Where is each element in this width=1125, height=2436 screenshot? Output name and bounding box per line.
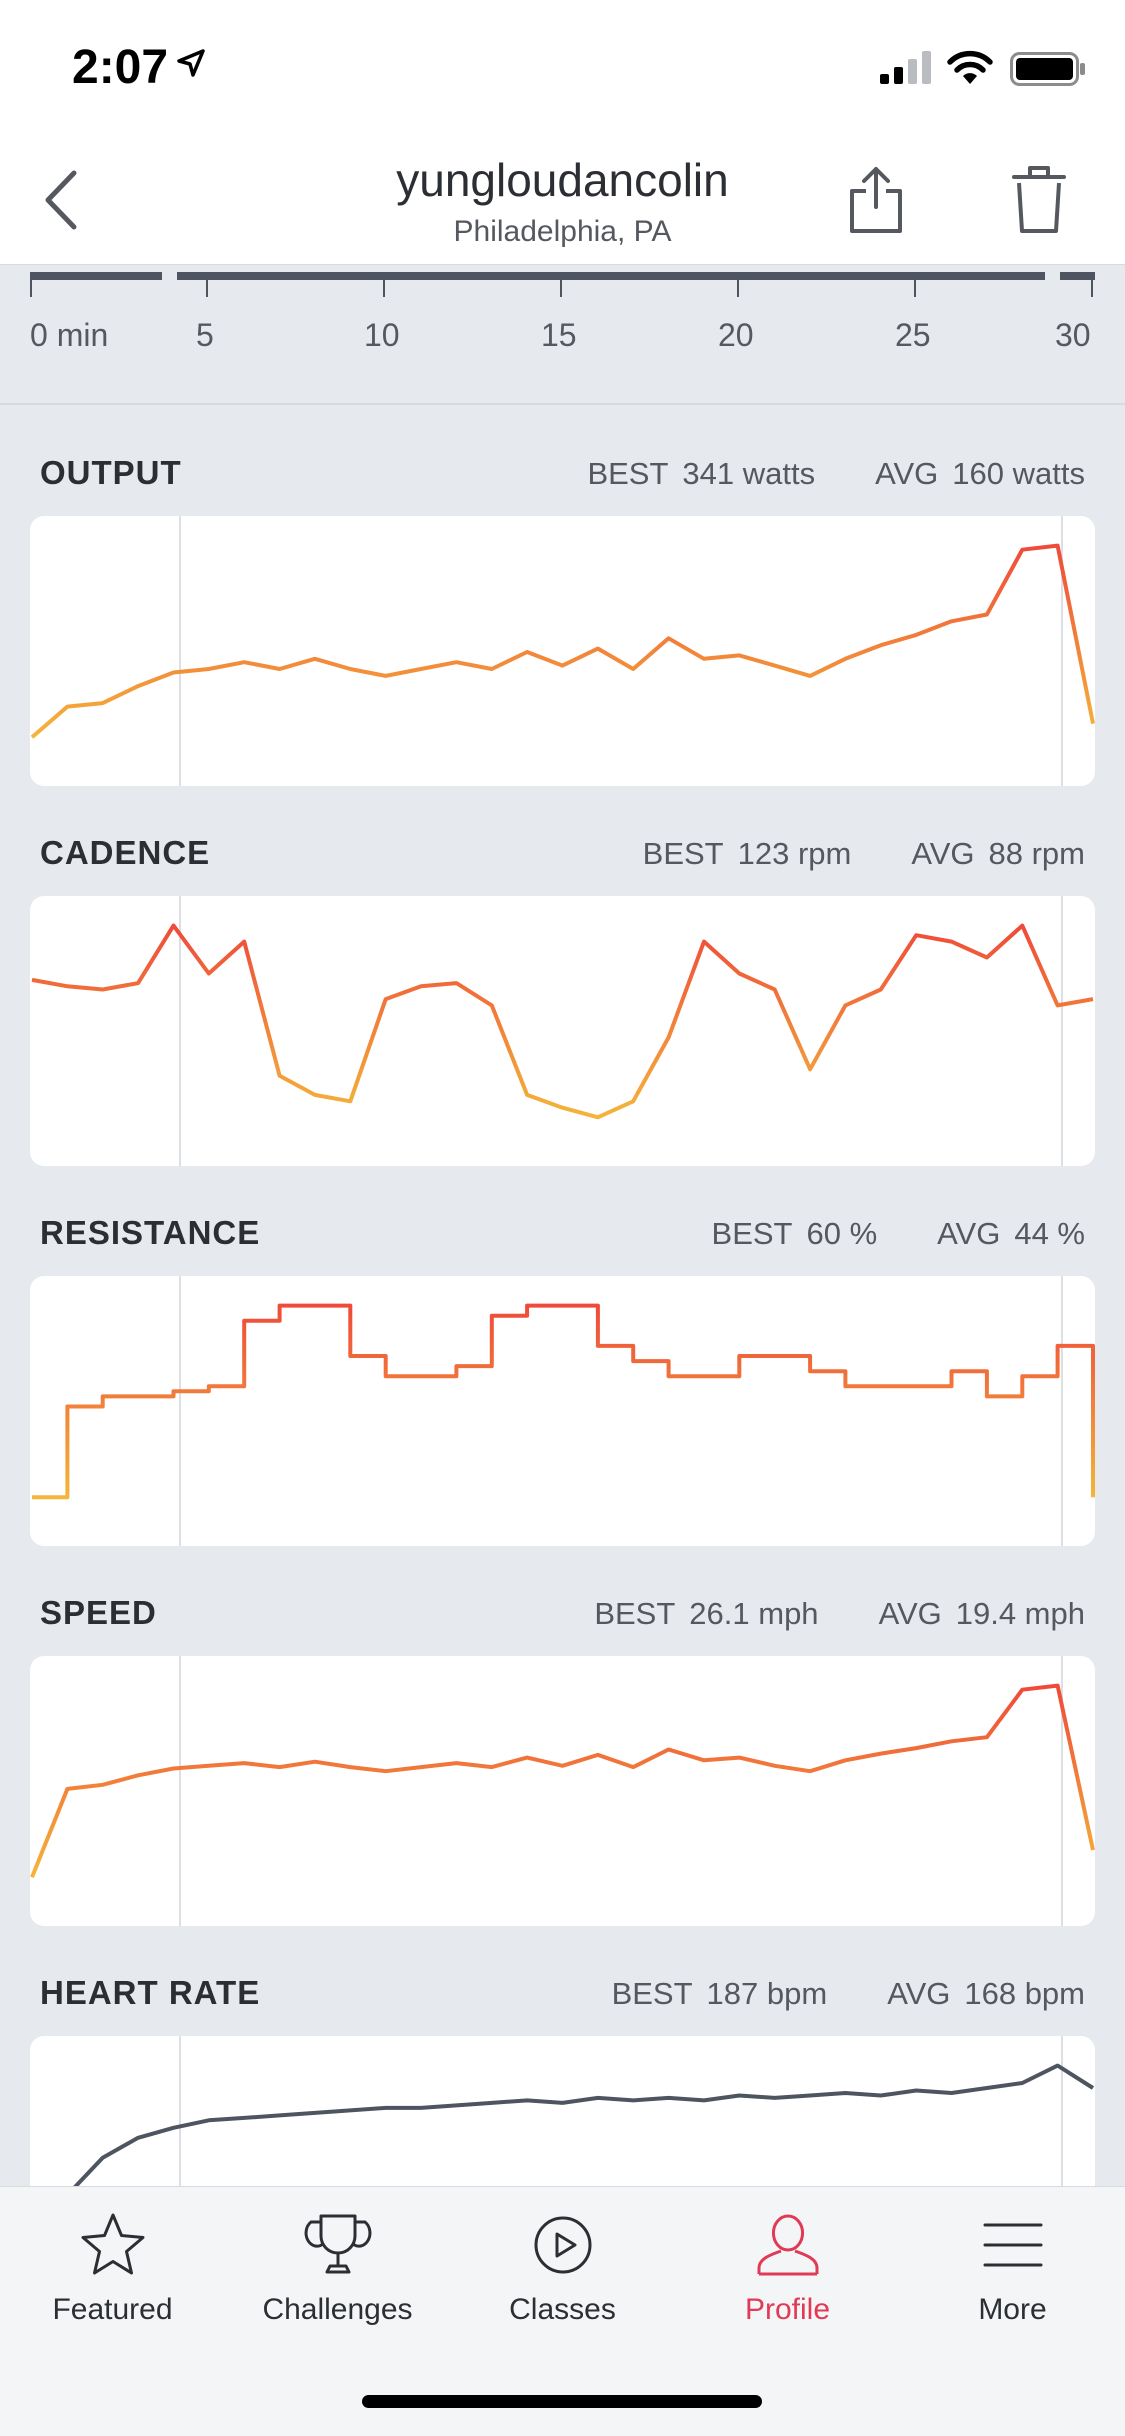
cell-signal-icon bbox=[880, 51, 931, 84]
avg-value: 168 bpm bbox=[964, 1976, 1085, 2011]
avg-label: AVG bbox=[887, 1976, 951, 2011]
best-value: 60 % bbox=[806, 1216, 878, 1251]
tab-profile[interactable]: Profile bbox=[675, 2205, 900, 2327]
metric-header-cadence: CADENCE BEST 123 rpm AVG 88 rpm bbox=[40, 828, 1085, 878]
series-line bbox=[31, 923, 1094, 1120]
trash-icon[interactable] bbox=[1012, 163, 1066, 235]
series-line bbox=[30, 2063, 1095, 2259]
chart-speed[interactable] bbox=[30, 1656, 1095, 1926]
tab-more[interactable]: More bbox=[900, 2205, 1125, 2327]
series-line bbox=[30, 543, 1095, 739]
tab-label: Classes bbox=[509, 2293, 616, 2326]
metric-header-resistance: RESISTANCE BEST 60 % AVG 44 % bbox=[40, 1208, 1085, 1258]
metric-header-heart-rate: HEART RATE BEST 187 bpm AVG 168 bpm bbox=[40, 1968, 1085, 2018]
metric-stats: BEST 26.1 mph AVG 19.4 mph bbox=[534, 1596, 1085, 1632]
best-value: 187 bpm bbox=[706, 1976, 828, 2011]
star-icon bbox=[81, 2213, 144, 2275]
tab-label: Featured bbox=[52, 2293, 173, 2326]
timeline-tick: 0 min bbox=[30, 317, 109, 353]
metric-stats: BEST 187 bpm AVG 168 bpm bbox=[552, 1976, 1085, 2012]
metric-name: HEART RATE bbox=[40, 1974, 261, 2011]
avg-label: AVG bbox=[911, 836, 975, 871]
status-time: 2:07 bbox=[72, 41, 169, 94]
avg-value: 44 % bbox=[1014, 1216, 1085, 1251]
metric-stats: BEST 60 % AVG 44 % bbox=[652, 1216, 1085, 1252]
metric-stats: BEST 123 rpm AVG 88 rpm bbox=[583, 836, 1085, 872]
tab-label: More bbox=[978, 2293, 1047, 2326]
person-icon bbox=[757, 2214, 818, 2276]
best-label: BEST bbox=[642, 836, 724, 871]
avg-label: AVG bbox=[878, 1596, 942, 1631]
chart-output[interactable] bbox=[30, 516, 1095, 786]
metric-name: RESISTANCE bbox=[40, 1214, 261, 1251]
tab-featured[interactable]: Featured bbox=[0, 2205, 225, 2327]
trophy-icon bbox=[304, 2214, 371, 2274]
speed-line-chart bbox=[30, 1656, 1095, 1926]
metric-header-output: OUTPUT BEST 341 watts AVG 160 watts bbox=[40, 448, 1085, 498]
tab-classes[interactable]: Classes bbox=[450, 2205, 675, 2327]
app-header: yungloudancolin Philadelphia, PA bbox=[0, 135, 1125, 265]
metric-stats: BEST 341 watts AVG 160 watts bbox=[527, 456, 1085, 492]
avg-value: 88 rpm bbox=[988, 836, 1085, 871]
wifi-icon bbox=[947, 50, 993, 84]
home-indicator bbox=[362, 2395, 762, 2408]
series-line bbox=[30, 1683, 1095, 1879]
battery-icon bbox=[1010, 52, 1085, 86]
timeline-tick: 10 bbox=[364, 317, 400, 353]
output-line-chart bbox=[30, 516, 1095, 786]
cadence-line-chart bbox=[31, 896, 1094, 1166]
series-line bbox=[32, 1303, 1095, 1500]
metric-name: CADENCE bbox=[40, 834, 211, 871]
location-arrow-icon bbox=[177, 49, 205, 77]
page-subtitle: Philadelphia, PA bbox=[453, 215, 672, 248]
avg-value: 160 watts bbox=[952, 456, 1085, 491]
metric-name: OUTPUT bbox=[40, 454, 182, 491]
chart-cadence[interactable] bbox=[30, 896, 1095, 1166]
timeline-tick: 25 bbox=[895, 317, 931, 353]
status-bar: 2:07 bbox=[0, 0, 1125, 135]
avg-value: 19.4 mph bbox=[955, 1596, 1085, 1631]
page-title: yungloudancolin bbox=[396, 154, 729, 206]
timeline-track bbox=[30, 272, 1095, 297]
timeline-tick: 20 bbox=[718, 317, 754, 353]
best-label: BEST bbox=[711, 1216, 793, 1251]
menu-icon bbox=[983, 2223, 1042, 2267]
chart-resistance[interactable] bbox=[30, 1276, 1095, 1546]
best-label: BEST bbox=[611, 1976, 693, 2011]
timeline-tick: 5 bbox=[196, 317, 214, 353]
best-label: BEST bbox=[587, 456, 669, 491]
tab-bar: Featured Challenges Classes Profile More bbox=[0, 2186, 1125, 2436]
best-value: 341 watts bbox=[682, 456, 816, 491]
back-chevron-icon[interactable] bbox=[38, 165, 88, 235]
tab-challenges[interactable]: Challenges bbox=[225, 2205, 450, 2327]
avg-label: AVG bbox=[937, 1216, 1001, 1251]
metric-header-speed: SPEED BEST 26.1 mph AVG 19.4 mph bbox=[40, 1588, 1085, 1638]
tab-label: Profile bbox=[744, 2293, 831, 2326]
share-icon[interactable] bbox=[848, 165, 904, 235]
best-label: BEST bbox=[594, 1596, 676, 1631]
metric-name: SPEED bbox=[40, 1594, 157, 1631]
avg-label: AVG bbox=[875, 456, 939, 491]
workout-timeline[interactable]: 0 min 5 10 15 20 25 30 bbox=[0, 265, 1125, 405]
resistance-line-chart bbox=[32, 1276, 1095, 1546]
play-circle-icon bbox=[534, 2216, 591, 2274]
best-value: 26.1 mph bbox=[689, 1596, 819, 1631]
timeline-tick: 15 bbox=[541, 317, 577, 353]
best-value: 123 rpm bbox=[737, 836, 852, 871]
tab-label: Challenges bbox=[262, 2293, 413, 2326]
timeline-tick: 30 bbox=[1055, 317, 1091, 353]
